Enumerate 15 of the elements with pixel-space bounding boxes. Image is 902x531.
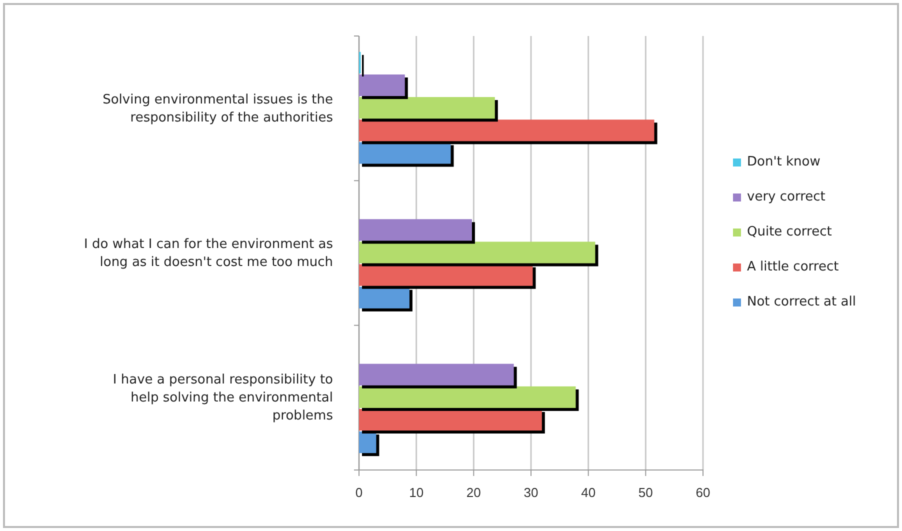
legend-label: Don't know	[747, 154, 821, 170]
x-tick-label: 50	[638, 485, 653, 500]
x-tick-label: 30	[524, 485, 538, 500]
x-tick-label: 10	[409, 485, 424, 500]
y-tick-label: I have a personal responsibility to help solving the environmental problems	[112, 372, 334, 424]
legend-label: Quite correct	[747, 224, 832, 240]
y-tick-label: Solving environmental issues is the responsibility of the authorities	[102, 92, 334, 126]
x-tick-label: 40	[581, 485, 596, 500]
x-tick-label: 20	[466, 485, 481, 500]
y-tick-label: I do what I can for the environment as long as it doesn't cost me too much	[84, 237, 334, 270]
x-tick-label: 0	[355, 485, 363, 500]
legend-label: A little correct	[747, 260, 839, 274]
legend-label: Not correct at all	[747, 294, 856, 310]
legend-label: very correct	[747, 190, 826, 204]
x-tick-label: 60	[696, 485, 710, 500]
